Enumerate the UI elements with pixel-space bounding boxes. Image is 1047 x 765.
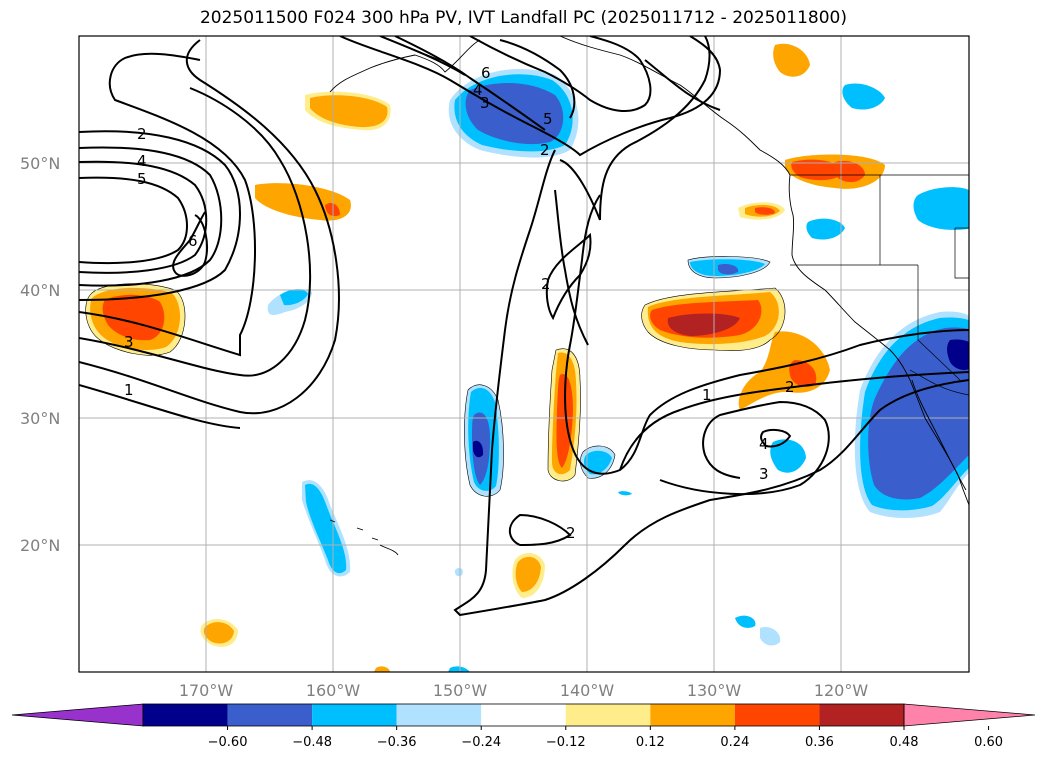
colorbar-swatch [565,704,651,726]
colorbar-swatch [143,704,228,726]
pv-label: 4 [759,435,769,453]
lon-label: 140°W [560,681,615,700]
pv-label: 2 [541,275,551,293]
colorbar-swatch [819,704,904,726]
pv-label: 1 [702,386,712,404]
colorbar-tick-label: 0.12 [636,735,665,750]
colorbar-tick-label: −0.12 [546,735,586,750]
colorbar-swatch [650,704,735,726]
colorbar-swatch [312,704,397,726]
colorbar-extend-low [11,703,144,727]
political-borders [790,174,969,396]
colorbar-tick-label: 0.60 [974,735,1003,750]
lon-label: 150°W [433,681,488,700]
lon-label: 160°W [306,681,361,700]
pv-label: 5 [137,170,147,188]
pv-label: 3 [480,94,490,112]
lon-label: 170°W [179,681,234,700]
colorbar-swatch [481,704,566,726]
lon-label: 120°W [814,681,869,700]
latitude-labels: 50°N 40°N 30°N 20°N [20,154,60,555]
colorbar-tick-label: −0.36 [377,735,417,750]
pv-contours [79,36,969,617]
longitude-labels: 170°W 160°W 150°W 140°W 130°W 120°W [179,681,869,700]
colorbar-tick-label: 0.24 [720,735,749,750]
pv-label: 5 [543,110,553,128]
colorbar-swatch [227,704,313,726]
pv-label: 6 [481,64,491,82]
pv-contour-labels: 2 4 5 6 3 1 6 4 3 5 2 2 1 2 4 3 2 [124,64,795,542]
pv-label: 3 [124,333,134,351]
pv-label: 1 [124,381,134,399]
colorbar-tick-label: 0.48 [890,735,919,750]
pv-label: 2 [566,524,576,542]
map-frame [78,35,970,673]
lon-label: 130°W [687,681,742,700]
colorbar-swatch [396,704,482,726]
colorbar-swatch [734,704,820,726]
lat-label: 30°N [20,409,60,428]
colorbar-frame [142,703,905,727]
pv-label: 3 [759,465,769,483]
colorbar-tick-label: −0.48 [292,735,332,750]
map-gridlines [79,36,969,672]
colorbar: −0.60 −0.48 −0.36 −0.24 −0.12 0.12 0.24 0.36 0.4… [11,703,1036,750]
pv-label: 2 [540,141,550,159]
colorbar-tick-label: −0.24 [461,735,501,750]
ivt-pc-negative-shading [267,68,969,672]
ivt-pc-positive-shading [85,43,885,672]
pv-label: 2 [137,125,147,143]
pv-label: 2 [785,378,795,396]
lat-label: 40°N [20,281,60,300]
coastlines [329,36,969,556]
lat-label: 50°N [20,154,60,173]
pv-label: 6 [188,232,198,250]
pv-label: 4 [473,81,483,99]
pv-label: 4 [137,152,147,170]
map-title: 2025011500 F024 300 hPa PV, IVT Landfall… [199,8,847,28]
colorbar-tick-label: 0.36 [805,735,834,750]
lat-label: 20°N [20,536,60,555]
colorbar-tick-label: −0.60 [208,735,248,750]
colorbar-extend-high [903,703,1036,727]
